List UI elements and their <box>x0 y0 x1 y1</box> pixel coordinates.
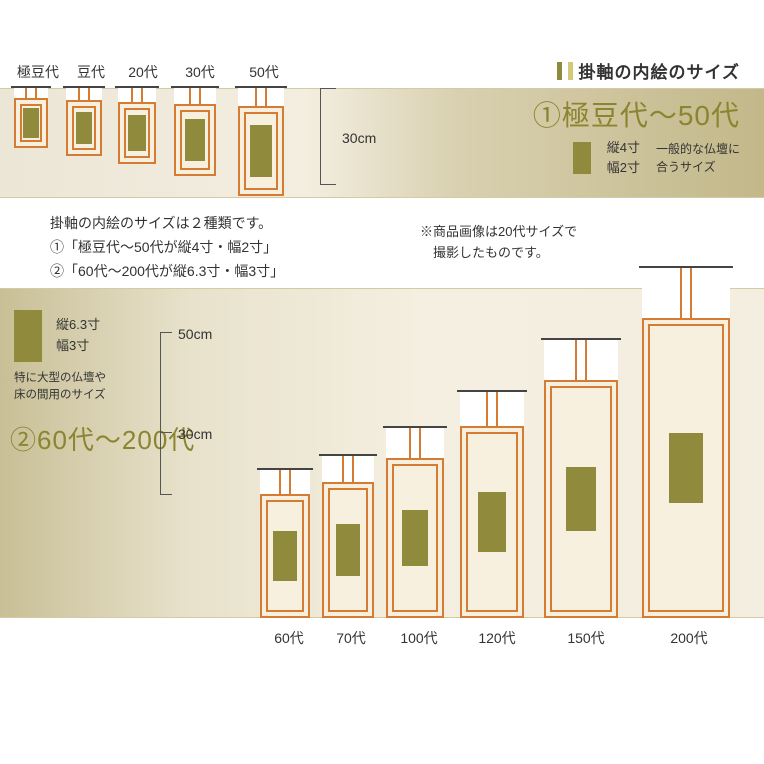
page-title: 掛軸の内絵のサイズ <box>557 58 741 83</box>
hanging-scroll <box>14 88 48 148</box>
section2-label: 200代 <box>634 628 744 648</box>
section1-ruler-label: 30cm <box>342 130 376 146</box>
hanging-scroll <box>386 428 444 618</box>
section1-label: 極豆代 <box>10 62 66 82</box>
section2-legend: 縦6.3寸 幅3寸 特に大型の仏壇や 床の間用のサイズ <box>14 310 106 405</box>
section1-desc-line1: 一般的な仏壇に <box>656 140 740 158</box>
title-accent-bar-2 <box>568 62 573 80</box>
section2-size-line2: 幅3寸 <box>56 336 100 357</box>
section2-label: 150代 <box>538 628 634 648</box>
hanging-scroll <box>238 88 284 196</box>
section1-ruler: 30cm <box>320 88 400 184</box>
section2-labels: 60代70代100代120代150代200代 <box>258 628 744 648</box>
section1-label: 20代 <box>116 62 170 82</box>
page-title-text: 掛軸の内絵のサイズ <box>579 58 741 83</box>
section2-label: 60代 <box>258 628 320 648</box>
section2-label: 100代 <box>382 628 456 648</box>
mid-line2: ①「極豆代～50代が縦4寸・幅2寸」 <box>50 236 284 260</box>
mid-note-line1: ※商品画像は20代サイズで <box>420 222 577 243</box>
hanging-scroll <box>460 392 524 618</box>
section2-scrolls <box>260 268 730 618</box>
hanging-scroll <box>260 470 310 618</box>
mid-note-line2: 撮影したものです。 <box>420 243 577 264</box>
title-accent-bar-1 <box>557 62 562 80</box>
mid-note: ※商品画像は20代サイズで 撮影したものです。 <box>420 222 577 264</box>
section1-label: 50代 <box>230 62 298 82</box>
mid-line3: ②「60代～200代が縦6.3寸・幅3寸」 <box>50 260 284 284</box>
section2-desc: 特に大型の仏壇や 床の間用のサイズ <box>14 370 106 405</box>
section1-legend: 縦4寸 幅2寸 一般的な仏壇に 合うサイズ <box>573 138 740 177</box>
hanging-scroll <box>322 456 374 618</box>
ruler-50cm-label: 50cm <box>178 326 212 342</box>
section1-heading-text: ①極豆代～50代 <box>533 100 740 131</box>
section1-size-line2: 幅2寸 <box>607 158 640 178</box>
section2-size-text: 縦6.3寸 幅3寸 <box>56 315 100 357</box>
infographic-root: 極豆代豆代20代30代50代 掛軸の内絵のサイズ ①極豆代～50代 縦4寸 幅2… <box>0 0 764 764</box>
section1-heading: ①極豆代～50代 <box>533 94 740 134</box>
section2-desc-line2: 床の間用のサイズ <box>14 387 106 404</box>
section1-scrolls <box>14 88 284 196</box>
section2-desc-line1: 特に大型の仏壇や <box>14 370 106 387</box>
section1-swatch <box>573 142 591 174</box>
hanging-scroll <box>544 340 618 618</box>
mid-line1: 掛軸の内絵のサイズは２種類です。 <box>50 212 284 236</box>
hanging-scroll <box>118 88 156 164</box>
section1-labels: 極豆代豆代20代30代50代 <box>10 62 298 82</box>
section1-size-line1: 縦4寸 <box>607 138 640 158</box>
hanging-scroll <box>174 88 216 176</box>
hanging-scroll <box>66 88 102 156</box>
section1-desc: 一般的な仏壇に 合うサイズ <box>656 140 740 176</box>
section2-label: 120代 <box>456 628 538 648</box>
section1-size-text: 縦4寸 幅2寸 <box>607 138 640 177</box>
section1-desc-line2: 合うサイズ <box>656 158 740 176</box>
section2-ruler: 50cm 30cm <box>160 288 250 496</box>
ruler-30cm-label: 30cm <box>178 426 212 442</box>
section2-size-line1: 縦6.3寸 <box>56 315 100 336</box>
hanging-scroll <box>642 268 730 618</box>
section2-swatch <box>14 310 42 362</box>
section1-label: 30代 <box>170 62 230 82</box>
section1-label: 豆代 <box>66 62 116 82</box>
mid-description: 掛軸の内絵のサイズは２種類です。 ①「極豆代～50代が縦4寸・幅2寸」 ②「60… <box>50 212 284 283</box>
section2-label: 70代 <box>320 628 382 648</box>
